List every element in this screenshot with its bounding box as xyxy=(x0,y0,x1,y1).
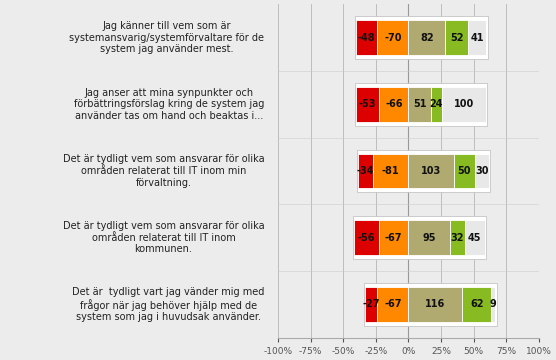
Bar xyxy=(356,20,378,55)
Bar xyxy=(409,20,445,55)
Bar xyxy=(491,287,495,322)
Bar xyxy=(355,16,488,59)
Text: 116: 116 xyxy=(425,300,445,310)
Bar xyxy=(365,287,378,322)
Bar xyxy=(358,154,373,188)
Bar xyxy=(355,83,488,126)
Text: -66: -66 xyxy=(385,99,403,109)
Text: -27: -27 xyxy=(363,300,380,310)
Text: 103: 103 xyxy=(421,166,441,176)
Bar xyxy=(378,287,409,322)
Text: 50: 50 xyxy=(458,166,471,176)
Text: Jag anser att mina synpunkter och
förbättringsförslag kring de system jag
använd: Jag anser att mina synpunkter och förbät… xyxy=(74,87,264,121)
Bar xyxy=(409,287,462,322)
Bar xyxy=(431,87,442,122)
Text: 9: 9 xyxy=(490,300,497,310)
Text: -48: -48 xyxy=(358,32,375,42)
Text: Det är tydligt vem som ansvarar för olika
områden relaterat till IT inom min
för: Det är tydligt vem som ansvarar för olik… xyxy=(63,154,264,188)
Text: 62: 62 xyxy=(470,300,484,310)
Bar xyxy=(379,87,409,122)
Text: 30: 30 xyxy=(475,166,489,176)
Bar xyxy=(462,287,491,322)
Text: -67: -67 xyxy=(385,233,403,243)
Text: 100: 100 xyxy=(454,99,474,109)
Text: 52: 52 xyxy=(450,32,463,42)
Text: 24: 24 xyxy=(430,99,443,109)
Bar xyxy=(354,216,486,259)
Bar xyxy=(409,154,454,188)
Text: 51: 51 xyxy=(413,99,426,109)
Bar xyxy=(378,20,409,55)
Text: 45: 45 xyxy=(468,233,481,243)
Bar xyxy=(364,283,497,326)
Text: -53: -53 xyxy=(359,99,376,109)
Text: -56: -56 xyxy=(358,233,375,243)
Bar xyxy=(468,20,486,55)
Bar xyxy=(442,87,486,122)
Text: 32: 32 xyxy=(451,233,464,243)
Text: Jag känner till vem som är
systemansvarig/systemförvaltare för de
system jag anv: Jag känner till vem som är systemansvari… xyxy=(70,21,264,54)
Bar xyxy=(465,220,484,255)
Bar xyxy=(356,87,379,122)
Bar xyxy=(475,154,489,188)
Text: -81: -81 xyxy=(382,166,400,176)
Bar xyxy=(454,154,475,188)
Text: 82: 82 xyxy=(420,32,434,42)
Bar xyxy=(354,220,379,255)
Bar xyxy=(379,220,409,255)
Bar xyxy=(358,150,490,192)
Text: -70: -70 xyxy=(384,32,401,42)
Bar xyxy=(373,154,409,188)
Text: Det är tydligt vem som ansvarar för olika
områden relaterat till IT inom
kommune: Det är tydligt vem som ansvarar för olik… xyxy=(63,221,264,254)
Bar xyxy=(445,20,468,55)
Bar xyxy=(450,220,465,255)
Text: Det är  tydligt vart jag vänder mig med
frågor när jag behöver hjälp med de
syst: Det är tydligt vart jag vänder mig med f… xyxy=(72,287,264,322)
Text: -67: -67 xyxy=(384,300,401,310)
Text: 41: 41 xyxy=(470,32,484,42)
Text: 95: 95 xyxy=(423,233,436,243)
Bar xyxy=(409,87,431,122)
Text: -34: -34 xyxy=(357,166,374,176)
Bar xyxy=(409,220,450,255)
